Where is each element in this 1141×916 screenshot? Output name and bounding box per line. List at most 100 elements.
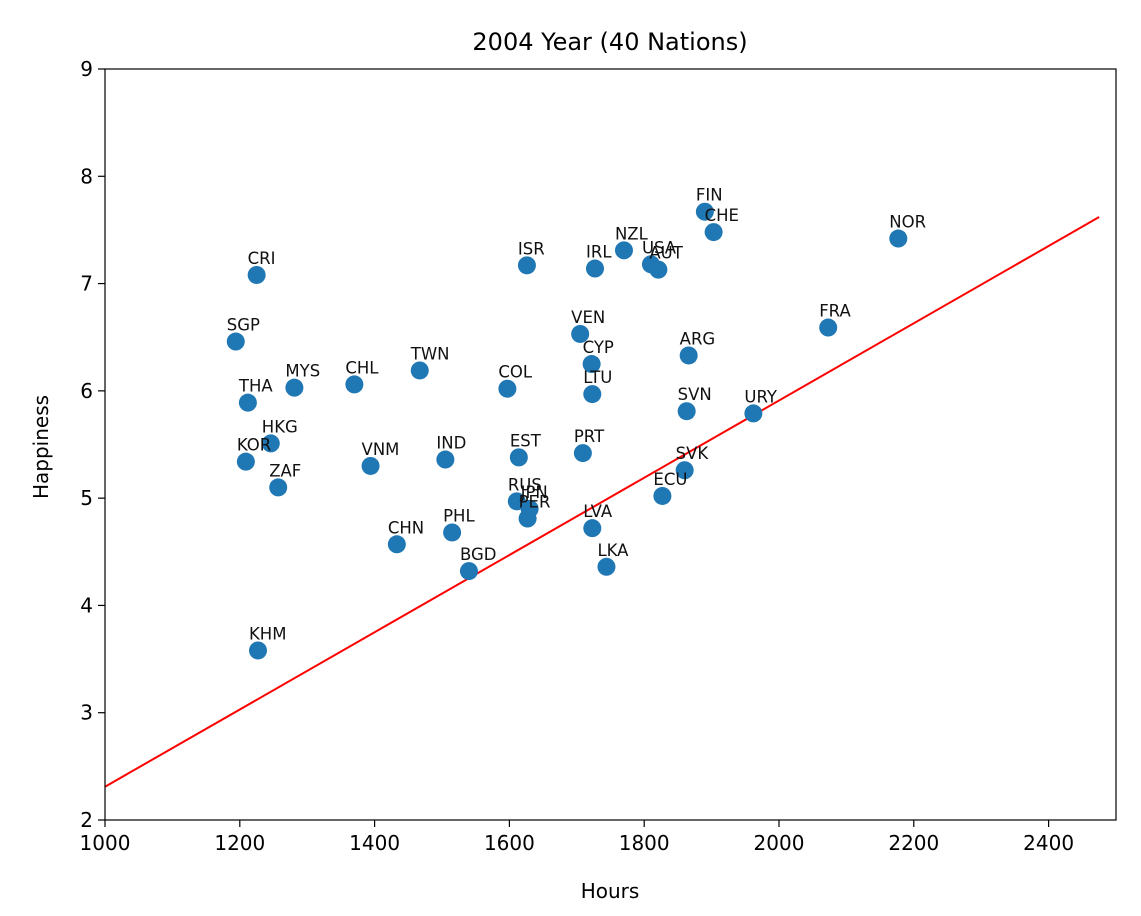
data-point-label: ZAF (269, 461, 301, 480)
x-tick-label: 2200 (888, 831, 939, 855)
data-point-label: VNM (362, 440, 400, 459)
data-point-label: LVA (583, 502, 613, 521)
data-point-label: FRA (819, 302, 851, 321)
data-point-label: ISR (518, 239, 545, 258)
data-point-label: NZL (615, 224, 649, 243)
x-tick-label: 2400 (1023, 831, 1074, 855)
data-point (518, 509, 537, 528)
data-point-label: THA (238, 377, 273, 396)
data-point-label: PHL (443, 506, 475, 525)
data-point (387, 535, 406, 554)
data-point-label: TWN (410, 344, 450, 363)
data-point-label: EST (510, 431, 542, 450)
data-point (597, 557, 616, 576)
data-point (677, 402, 696, 421)
data-point (614, 241, 633, 260)
data-point (236, 452, 255, 471)
data-point-label: URY (744, 387, 777, 406)
data-point-label: CHN (388, 518, 424, 537)
data-point (585, 259, 604, 278)
data-point (247, 265, 266, 284)
data-point (679, 346, 698, 365)
data-point-label: BGD (460, 545, 497, 564)
data-point-label: SVK (676, 444, 710, 463)
y-tick-label: 9 (80, 57, 93, 81)
data-point-label: SVN (678, 385, 712, 404)
data-point-label: USA (642, 238, 677, 257)
data-point (226, 332, 245, 351)
data-point-label: NOR (889, 213, 926, 232)
data-point-label: JPN (520, 483, 548, 502)
chart-title: 2004 Year (40 Nations) (472, 28, 747, 56)
data-point (498, 379, 517, 398)
data-point-label: LKA (597, 541, 629, 560)
data-point-label: COL (498, 363, 533, 382)
y-tick-label: 3 (80, 701, 93, 725)
data-point-label: PRT (574, 427, 605, 446)
y-tick-label: 5 (80, 486, 93, 510)
data-point (582, 355, 601, 374)
data-point (653, 486, 672, 505)
data-point (248, 641, 267, 660)
data-point (583, 385, 602, 404)
axes-frame (104, 68, 1117, 821)
data-point (573, 444, 592, 463)
y-tick-label: 2 (80, 808, 93, 832)
data-point (261, 434, 280, 453)
data-point (459, 562, 478, 581)
x-axis-label: Hours (581, 879, 640, 903)
data-point (819, 318, 838, 337)
data-point-label: CHE (705, 206, 739, 225)
data-point-label: SGP (227, 316, 260, 335)
x-tick-label: 2000 (754, 831, 805, 855)
data-point (704, 223, 723, 242)
data-point-label: KHM (249, 624, 286, 643)
data-point (238, 393, 257, 412)
data-point (509, 448, 528, 467)
data-point-label: ARG (680, 329, 716, 348)
data-point-label: KOR (237, 436, 271, 455)
data-point (443, 523, 462, 542)
data-point (517, 256, 536, 275)
data-point-label: CHL (345, 358, 379, 377)
data-point (361, 456, 380, 475)
y-tick-label: 4 (80, 593, 93, 617)
x-tick-label: 1600 (484, 831, 535, 855)
data-point (649, 260, 668, 279)
y-axis: 2 3 4 5 6 7 8 9 (80, 57, 105, 832)
data-point-label: CRI (248, 249, 276, 268)
x-tick-label: 1800 (619, 831, 670, 855)
data-point-label: HKG (262, 417, 298, 436)
y-axis-label: Happiness (29, 395, 53, 499)
data-point (744, 404, 763, 423)
x-tick-label: 1400 (349, 831, 400, 855)
y-tick-label: 7 (80, 272, 93, 296)
x-axis: 1000 1200 1400 1600 1800 2000 2200 2400 (80, 820, 1074, 855)
data-point-label: MYS (285, 362, 320, 381)
data-point (889, 229, 908, 248)
data-point-label: VEN (571, 308, 605, 327)
data-point-label: AUT (649, 244, 683, 263)
data-point (695, 202, 714, 221)
data-point-label: RUS (508, 475, 542, 494)
data-point-label: ECU (653, 470, 687, 489)
data-point-label: IRL (586, 243, 612, 262)
x-tick-label: 1000 (80, 831, 131, 855)
data-point-label: LTU (583, 368, 612, 387)
data-point (675, 461, 694, 480)
data-point (410, 361, 429, 380)
data-point-label: CYP (583, 338, 614, 357)
data-point (583, 519, 602, 538)
data-point (269, 478, 288, 497)
data-point-label: IND (436, 434, 466, 453)
data-point-label: FIN (696, 186, 723, 205)
y-tick-label: 8 (80, 164, 93, 188)
data-point (345, 375, 364, 394)
x-tick-label: 1200 (214, 831, 265, 855)
data-point (571, 324, 590, 343)
data-point-label: PER (519, 493, 551, 512)
data-point (436, 450, 455, 469)
y-tick-label: 6 (80, 379, 93, 403)
